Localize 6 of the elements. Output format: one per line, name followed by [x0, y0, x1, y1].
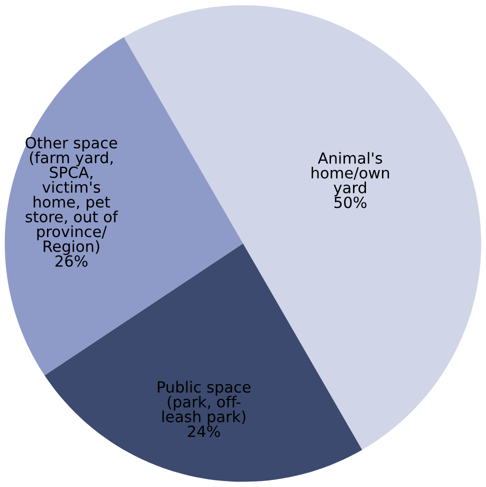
slice-label: Public space (park, off- leash park): [158, 380, 250, 426]
data-label: 50%: [334, 196, 366, 208]
data-label: 26%: [56, 255, 88, 267]
slice-label: Animal's home/own yard: [312, 152, 389, 196]
slice-label: Other space (farm yard, SPCA, victim's home, pet store, out of province/ Region): [26, 136, 118, 255]
data-label: 24%: [188, 426, 220, 438]
